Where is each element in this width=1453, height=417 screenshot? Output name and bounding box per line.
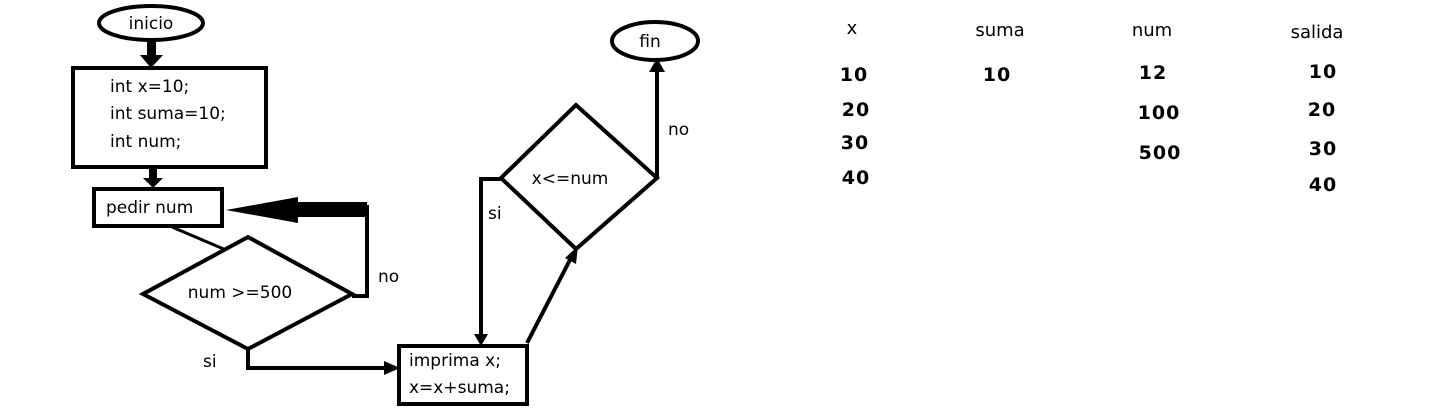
num-value: 12 <box>1139 62 1167 84</box>
suma-value: 10 <box>983 64 1011 86</box>
init-process-box <box>71 66 268 169</box>
process-line-1: imprima x; <box>409 351 501 371</box>
column-header-num: num <box>1132 20 1172 41</box>
arrow-decision-x-si <box>474 177 501 346</box>
process-box <box>397 344 529 406</box>
arrow-decision-no-loop <box>226 197 369 298</box>
end-terminal <box>610 20 700 62</box>
arrow-process-to-decision-x <box>525 246 578 344</box>
arrow-decision-si-to-process <box>246 349 400 375</box>
init-line-3: int num; <box>110 132 181 152</box>
num-value: 500 <box>1139 142 1182 164</box>
column-header-x: x <box>847 18 858 39</box>
label-no-decision-num: no <box>378 267 399 287</box>
column-header-salida: salida <box>1291 22 1344 43</box>
init-line-2: int suma=10; <box>110 104 226 124</box>
decision-x-diamond <box>498 102 661 252</box>
label-si-decision-num: si <box>203 352 217 372</box>
process-line-2: x=x+suma; <box>409 378 510 398</box>
decision-num-label: num >=500 <box>188 283 292 303</box>
arrow-start-to-init <box>140 40 163 68</box>
x-value: 20 <box>842 99 870 121</box>
input-box <box>92 187 224 228</box>
end-label: fin <box>639 32 660 52</box>
salida-value: 40 <box>1309 174 1337 196</box>
decision-x-label: x<=num <box>532 169 609 189</box>
label-si-decision-x: si <box>488 204 502 224</box>
trace-table: x suma num salida 10 20 30 40 10 12 100 … <box>840 18 1344 196</box>
column-header-suma: suma <box>975 20 1024 41</box>
x-value: 30 <box>841 132 869 154</box>
start-label: inicio <box>129 14 174 34</box>
input-label: pedir num <box>106 198 193 218</box>
salida-value: 10 <box>1309 61 1337 83</box>
num-value: 100 <box>1138 102 1181 124</box>
x-value: 40 <box>842 167 870 189</box>
arrow-init-to-input <box>143 167 163 188</box>
x-value: 10 <box>840 64 868 86</box>
arrow-decision-x-no-to-end <box>649 58 665 178</box>
label-no-decision-x: no <box>668 120 689 140</box>
init-line-1: int x=10; <box>110 77 189 97</box>
salida-value: 20 <box>1308 99 1336 121</box>
salida-value: 30 <box>1309 138 1337 160</box>
connector-input-to-decision <box>171 225 227 252</box>
